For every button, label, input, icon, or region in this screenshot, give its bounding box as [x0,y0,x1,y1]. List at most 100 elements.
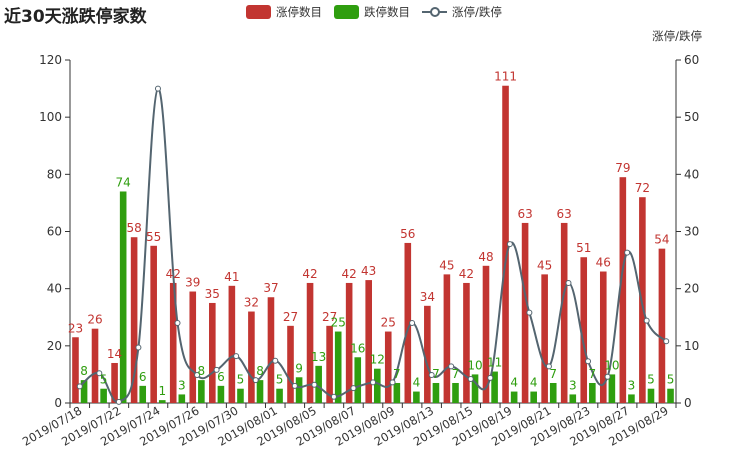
bar-limit-up-label: 63 [557,207,572,221]
ratio-point [272,357,279,364]
ratio-point [506,241,513,248]
bar-limit-down [432,382,440,403]
bar-limit-down-label: 11 [487,356,502,370]
bar-limit-up-label: 45 [439,258,454,272]
ratio-point [96,370,103,377]
ratio-point [643,317,650,324]
bar-limit-up-label: 34 [420,290,435,304]
bar-limit-down-label: 12 [370,353,385,367]
legend-item-limit-down[interactable]: 跌停数目 [334,4,410,20]
ratio-point [76,383,83,390]
bar-limit-up-label: 54 [654,233,669,247]
bar-limit-down-label: 8 [198,364,206,378]
bar-limit-up [521,222,529,403]
bar-limit-down-label: 3 [569,378,577,392]
bar-limit-up-label: 51 [576,241,591,255]
bar-limit-up-label: 58 [126,221,141,235]
bar-limit-up [482,265,490,403]
y-right-tick-label: 50 [684,110,699,124]
bar-limit-up-label: 48 [478,250,493,264]
bar-limit-down [256,380,264,403]
bar-limit-down-label: 8 [256,364,264,378]
bar-limit-up [384,331,392,403]
ratio-point [311,381,318,388]
bar-limit-up [228,285,236,403]
legend-label-ratio: 涨停/跌停 [452,5,502,19]
bar-limit-down-label: 6 [217,370,225,384]
bar-limit-up [619,177,627,403]
bar-limit-up [72,337,79,403]
bar-limit-up [130,237,138,403]
y-right-tick-label: 60 [684,53,699,67]
bar-limit-down [198,380,205,403]
legend: 涨停数目 跌停数目 涨停/跌停 [246,4,514,20]
bar-limit-down [237,388,244,403]
legend-label-limit-down: 跌停数目 [364,5,410,19]
ratio-point [135,344,142,351]
ratio-point [448,363,455,370]
y-left-tick-label: 40 [47,282,62,296]
ratio-point [409,319,416,326]
bar-limit-down [139,385,147,403]
bar-limit-down-label: 4 [510,376,518,390]
y-left-tick-label: 20 [47,339,62,353]
bar-limit-up [404,242,412,403]
bar-limit-up-label: 41 [224,270,239,284]
y-left-tick-label: 0 [54,396,62,410]
bar-limit-up [345,282,353,403]
bar-limit-up [306,282,314,403]
ratio-point [389,379,396,386]
bar-limit-down [647,388,655,403]
ratio-point [330,393,337,400]
y-right-tick-label: 0 [684,396,692,410]
y-left-tick-label: 60 [47,225,62,239]
ratio-point [545,363,552,370]
legend-line-icon [422,5,447,19]
ratio-point [663,338,670,345]
bar-limit-up-label: 42 [302,267,317,281]
legend-item-limit-up[interactable]: 涨停数目 [246,4,322,20]
bar-limit-down-label: 7 [589,367,597,381]
ratio-point [565,279,572,286]
bar-limit-up-label: 72 [635,181,650,195]
bar-limit-down [452,382,459,403]
bar-limit-down [374,368,381,403]
bar-limit-up-label: 39 [185,276,200,290]
bar-limit-up [443,274,451,403]
y-right-tick-label: 40 [684,167,699,181]
bar-limit-down-label: 3 [628,378,636,392]
bar-limit-up-label: 27 [283,310,298,324]
bar-limit-down-label: 4 [413,376,421,390]
bar-limit-up-label: 42 [166,267,181,281]
bar-limit-down-label: 25 [331,316,346,330]
bar-limit-down [471,374,479,403]
ratio-point [174,319,181,326]
ratio-point [154,85,161,92]
bar-limit-down-label: 10 [604,358,619,372]
bar-limit-down [667,388,674,403]
bar-limit-down [589,382,596,403]
bar-limit-down-label: 5 [276,373,284,387]
bar-limit-up-label: 42 [459,267,474,281]
ratio-point [213,366,220,373]
bar-limit-up [111,362,118,403]
bar-limit-down-label: 9 [295,361,303,375]
bar-limit-down [295,377,303,403]
bar-limit-up [267,297,275,403]
y-left-tick-label: 100 [39,110,62,124]
legend-item-ratio[interactable]: 涨停/跌停 [422,4,502,20]
bar-limit-down [491,371,498,403]
y-right-tick-label: 20 [684,282,699,296]
bar-limit-down [100,388,107,403]
bar-limit-down-label: 6 [139,370,147,384]
ratio-point [428,371,435,378]
bar-limit-down [354,357,362,403]
bar-limit-down [413,391,420,403]
bar-limit-down [217,385,225,403]
legend-swatch-limit-up [246,5,271,19]
bar-limit-up [326,325,333,403]
bar-limit-up-label: 46 [596,256,611,270]
bar-limit-up [169,282,177,403]
bar-limit-up-label: 42 [342,267,357,281]
bar-limit-down-label: 1 [158,384,166,398]
